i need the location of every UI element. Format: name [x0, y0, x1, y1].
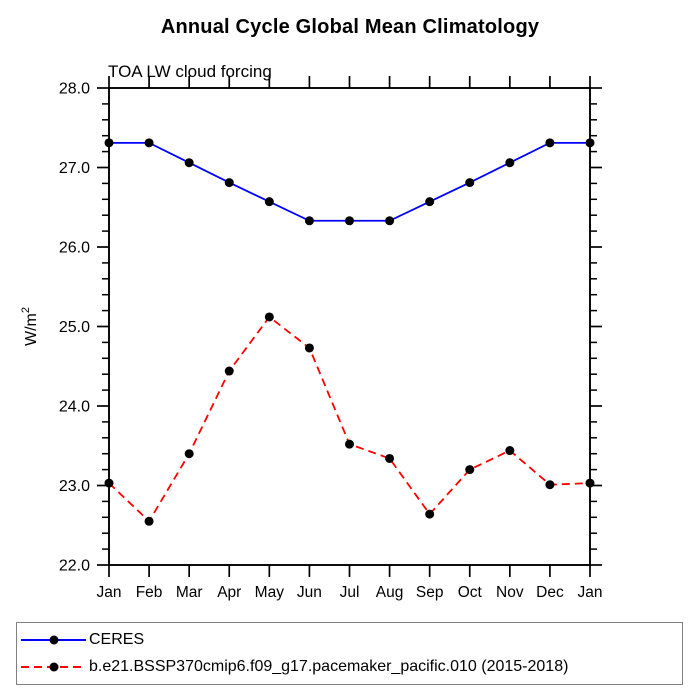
series-line-model: [108, 315, 591, 523]
x-axis-tick-label: Dec: [536, 584, 564, 601]
data-point-marker: [304, 216, 314, 226]
data-point-marker: [345, 439, 354, 449]
data-point-marker: [505, 446, 515, 456]
series-line-ceres: [109, 141, 590, 222]
y-axis-tick-label: 25.0: [59, 319, 90, 336]
data-point-marker: [585, 138, 595, 148]
data-point-marker: [224, 366, 234, 376]
y-axis-tick-label: 24.0: [59, 399, 90, 416]
legend-marker-icon: [49, 635, 59, 645]
plot-frame: [108, 87, 591, 566]
y-axis-tick-label: 23.0: [59, 478, 90, 495]
x-axis-tick-label: Feb: [136, 584, 163, 601]
legend-label: CERES: [89, 630, 145, 648]
data-point-marker: [545, 480, 555, 490]
legend-marker-icon: [49, 662, 59, 672]
x-axis-tick-label: Jun: [297, 584, 322, 601]
data-point-marker: [224, 178, 234, 188]
x-axis-tick-label: Sep: [416, 584, 444, 601]
y-axis-title: W/m2: [20, 307, 40, 346]
chart-title: Annual Cycle Global Mean Climatology: [160, 16, 540, 38]
x-axis-tick-label: Jan: [578, 584, 603, 601]
y-axis-tick-label: 28.0: [59, 81, 90, 98]
x-axis-tick-label: May: [255, 584, 285, 601]
data-point-marker: [184, 449, 194, 459]
data-point-marker: [304, 343, 314, 353]
data-point-marker: [184, 158, 194, 168]
data-point-marker: [385, 216, 395, 226]
x-axis-tick-label: Aug: [376, 584, 404, 601]
x-axis-tick-label: Nov: [496, 584, 524, 601]
legend-line-swatch: [21, 635, 86, 645]
data-point-marker: [345, 216, 354, 226]
data-point-marker: [144, 516, 154, 526]
data-point-marker: [264, 312, 274, 322]
legend-box: CERES b.e21.BSSP370cmip6.f09_g17.pacemake…: [16, 622, 683, 685]
data-point-marker: [425, 197, 435, 207]
x-axis-tick-label: Apr: [217, 584, 241, 601]
legend-line-swatch: [21, 662, 86, 672]
legend-item-model: b.e21.BSSP370cmip6.f09_g17.pacemaker_pac…: [17, 656, 682, 678]
data-point-marker: [264, 197, 274, 207]
legend-label: b.e21.BSSP370cmip6.f09_g17.pacemaker_pac…: [89, 658, 569, 676]
data-point-marker: [465, 178, 475, 188]
y-axis-tick-label: 27.0: [59, 160, 90, 177]
data-point-marker: [144, 138, 154, 148]
x-axis-tick-label: Jul: [340, 584, 360, 601]
data-point-marker: [104, 138, 114, 148]
x-axis-tick-label: Mar: [176, 584, 203, 601]
data-point-marker: [104, 478, 114, 488]
x-axis-tick-label: Oct: [458, 584, 483, 601]
plot-area: Jan Feb Mar Apr May Jun Jul Aug Sep Oct Nov Dec Jan 2…: [20, 76, 603, 601]
y-axis-tick-label: 26.0: [59, 240, 90, 257]
x-axis-tick-label: Jan: [97, 584, 122, 601]
data-point-marker: [505, 158, 515, 168]
data-point-marker: [545, 138, 555, 148]
data-point-marker: [465, 465, 475, 475]
data-point-marker: [425, 509, 435, 519]
legend-item-ceres: CERES: [17, 629, 682, 651]
data-point-marker: [385, 453, 395, 463]
y-axis-tick-label: 22.0: [59, 558, 90, 575]
data-point-marker: [585, 478, 595, 488]
